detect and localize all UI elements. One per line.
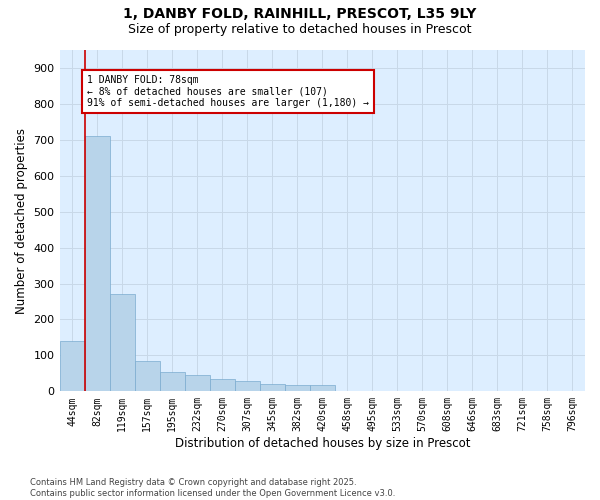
Text: Size of property relative to detached houses in Prescot: Size of property relative to detached ho… [128, 22, 472, 36]
Bar [110, 294, 134, 392]
Bar [160, 372, 185, 392]
Text: 1 DANBY FOLD: 78sqm
← 8% of detached houses are smaller (107)
91% of semi-detach: 1 DANBY FOLD: 78sqm ← 8% of detached hou… [87, 75, 369, 108]
Bar [209, 379, 235, 392]
Y-axis label: Number of detached properties: Number of detached properties [15, 128, 28, 314]
Text: Contains HM Land Registry data © Crown copyright and database right 2025.
Contai: Contains HM Land Registry data © Crown c… [30, 478, 395, 498]
X-axis label: Distribution of detached houses by size in Prescot: Distribution of detached houses by size … [175, 437, 470, 450]
Bar [185, 375, 209, 392]
Bar [285, 385, 310, 392]
Bar [134, 361, 160, 392]
Bar [235, 380, 260, 392]
Bar [59, 341, 85, 392]
Bar [260, 384, 285, 392]
Bar [85, 136, 110, 392]
Text: 1, DANBY FOLD, RAINHILL, PRESCOT, L35 9LY: 1, DANBY FOLD, RAINHILL, PRESCOT, L35 9L… [124, 8, 476, 22]
Bar [310, 385, 335, 392]
